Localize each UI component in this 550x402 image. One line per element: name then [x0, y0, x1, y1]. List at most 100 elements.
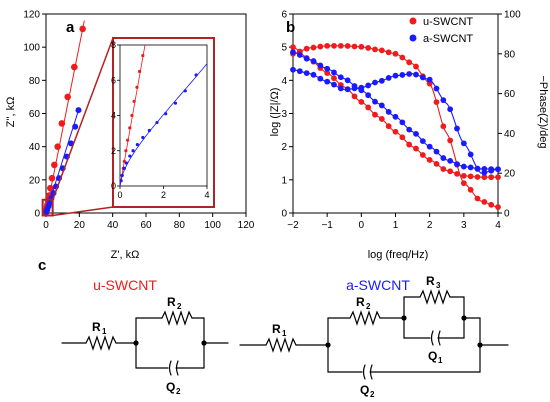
inset-point	[147, 128, 151, 133]
panel-b-y2tick-label: 60	[504, 89, 516, 100]
label-q2-a: Q	[360, 383, 369, 397]
panel-a-xtick-label: 100	[204, 220, 221, 231]
panel-a-ytick-label: 80	[29, 76, 41, 87]
panel-b-point	[358, 84, 365, 91]
panel-b-point	[419, 152, 426, 158]
resistor-r3-a	[419, 289, 451, 305]
panel-b-point	[399, 54, 406, 61]
panel-a-point	[46, 200, 53, 207]
panel-b-fit-line	[292, 51, 498, 170]
panel-b-ytick-label: 1	[281, 175, 287, 186]
panel-a-point	[72, 123, 79, 130]
inset-point	[135, 85, 139, 89]
panel-b-ytick-label: 0	[281, 209, 287, 220]
panel-b-xtick-label: 2	[427, 220, 433, 231]
panel-b-y2tick-label: 80	[504, 49, 516, 60]
panel-b-point	[324, 42, 331, 49]
panel-b-point	[460, 163, 467, 170]
inset-xtick-label: 2	[161, 190, 166, 200]
panel-b-y2tick-label: 100	[504, 10, 521, 21]
panel-b-point	[296, 68, 303, 75]
panel-b-point	[447, 157, 454, 164]
panel-b-point	[303, 70, 310, 77]
panel-b-point	[365, 45, 372, 51]
panel-b-point	[406, 59, 413, 66]
panel-b-point	[433, 160, 440, 167]
panel-b-point	[488, 201, 495, 208]
panel-a-xtick-label: 80	[174, 220, 186, 231]
panel-a-xlabel: Z', kΩ	[111, 249, 140, 261]
inset-point	[124, 161, 129, 165]
panel-b-point	[433, 148, 440, 155]
panel-b-y2tick-label: 40	[504, 129, 516, 140]
panel-b-ytick-label: 6	[281, 10, 287, 21]
panel-b-point	[392, 128, 399, 135]
panel-b-ytick-label: 3	[281, 109, 287, 120]
panel-b-point	[296, 52, 303, 58]
inset-ytick-label: 6	[111, 75, 116, 85]
panel-b-point	[406, 71, 413, 77]
panel-b-point	[433, 85, 440, 92]
inset-point	[130, 113, 134, 118]
panel-b-point	[467, 151, 474, 158]
panel-b-xlabel: log (freq/Hz)	[368, 249, 429, 261]
inset-point	[164, 112, 168, 116]
svg-text:1: 1	[102, 327, 107, 336]
svg-text:2: 2	[176, 387, 181, 396]
panel-b-point	[385, 123, 392, 130]
panel-a-ytick-label: 60	[29, 109, 41, 120]
panel-b-point	[372, 98, 378, 105]
panel-b-point	[495, 166, 501, 173]
panel-b-point	[290, 44, 296, 51]
panel-b-point	[310, 44, 317, 51]
panel-b-point	[399, 134, 406, 141]
panel-b-point	[385, 75, 392, 81]
panel-b-point	[365, 92, 372, 99]
panel-a-xtick-label: 0	[43, 220, 49, 231]
inset-point	[155, 120, 159, 125]
panel-b-point	[447, 168, 454, 175]
panel-b-fit-line	[292, 69, 499, 174]
panel-b-point	[488, 167, 495, 174]
svg-text:1: 1	[282, 329, 287, 338]
panel-b-point	[392, 50, 399, 57]
label-q2-u: Q	[166, 380, 175, 394]
inset-point	[183, 89, 187, 93]
panel-b-xtick-label: −1	[321, 220, 333, 231]
panel-b-point	[467, 186, 474, 193]
panel-a-ytick-label: 20	[29, 175, 41, 186]
panel-b-point	[365, 104, 372, 111]
panel-b-point	[440, 166, 447, 172]
panel-b-point	[358, 43, 365, 50]
inset-point	[141, 135, 145, 140]
panel-b-point	[331, 81, 337, 88]
panel-b-point	[481, 174, 488, 181]
inset-point	[194, 73, 198, 77]
inset-point	[135, 142, 139, 147]
panel-b-point	[447, 137, 454, 144]
panel-b-point	[440, 155, 447, 161]
panel-b-xtick-label: 3	[461, 220, 467, 231]
legend-marker-a	[409, 34, 417, 42]
inset-xtick-label: 4	[204, 190, 209, 200]
panel-b-point	[358, 98, 365, 105]
panel-b-point	[372, 46, 378, 53]
panel-a-xtick-label: 120	[238, 220, 255, 231]
panel-b-point	[392, 72, 399, 79]
panel-b-xtick-label: 4	[495, 220, 501, 231]
panel-b-point	[372, 111, 378, 118]
panel-b-y2tick-label: 0	[504, 209, 510, 220]
panel-b-point	[331, 69, 337, 76]
panel-a-point	[51, 161, 58, 169]
panel-b-point	[467, 164, 474, 171]
panel-b-point	[495, 174, 501, 181]
panel-b-xtick-label: 1	[393, 220, 399, 231]
inset-point	[173, 101, 178, 105]
panel-b-point	[303, 45, 310, 52]
panel-label-c: c	[38, 257, 46, 274]
panel-a-ytick-label: 120	[23, 10, 40, 21]
panel-b-point	[474, 195, 481, 202]
inset-ytick-label: 2	[111, 146, 116, 156]
inset-xtick-label: 0	[117, 190, 122, 200]
